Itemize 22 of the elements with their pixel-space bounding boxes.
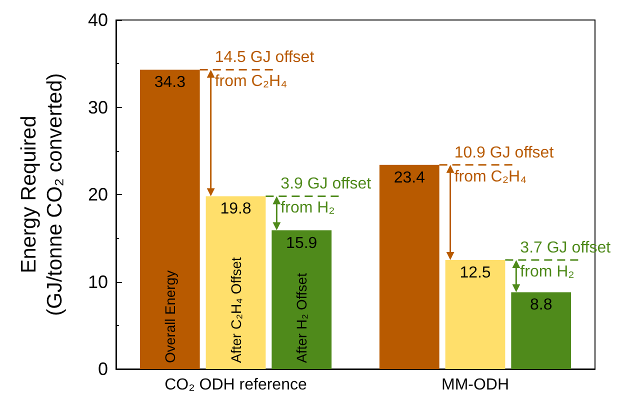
data-label: 15.9 bbox=[286, 234, 318, 252]
y-tick-label: 10 bbox=[88, 272, 108, 292]
y-axis-title: Energy Required (GJ/tonne CO₂ converted) bbox=[18, 73, 66, 316]
series-label: Overall Energy bbox=[162, 270, 178, 363]
data-label: 23.4 bbox=[394, 169, 426, 186]
data-label: 8.8 bbox=[530, 296, 552, 314]
y-tick-label: 30 bbox=[88, 97, 108, 118]
bar bbox=[445, 260, 506, 369]
series-label: After H₂ Offset bbox=[294, 272, 310, 363]
bar bbox=[206, 196, 266, 369]
series-label: After C₂H₄ Offset bbox=[228, 257, 244, 363]
y-tick-label: 0 bbox=[98, 359, 108, 379]
x-tick-label: CO₂ ODH reference bbox=[164, 376, 307, 394]
annotation: 14.5 GJ offset from C₂H₄ bbox=[214, 49, 315, 90]
annotation: 10.9 GJ offset from C₂H₄ bbox=[454, 144, 554, 186]
data-label: 12.5 bbox=[460, 264, 491, 282]
annotation: 3.9 GJ offset from H₂ bbox=[280, 176, 372, 217]
y-tick-label: 20 bbox=[88, 184, 108, 204]
x-tick-label: MM-ODH bbox=[441, 376, 510, 394]
y-tick-label: 40 bbox=[88, 10, 108, 30]
data-label: 19.8 bbox=[220, 200, 252, 218]
data-label: 34.3 bbox=[154, 74, 186, 92]
